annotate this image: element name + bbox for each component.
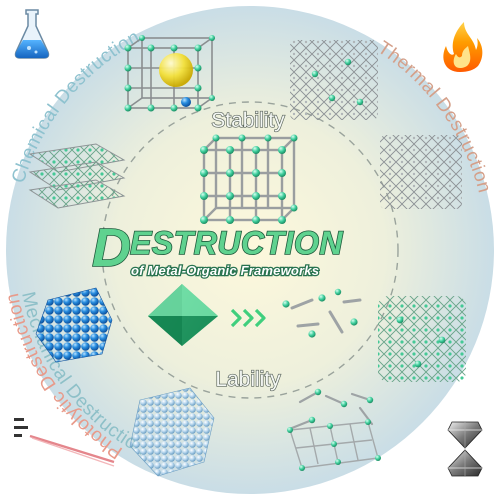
- collapsing-framework: [287, 388, 381, 471]
- title-initial: D: [92, 218, 131, 278]
- background-disc: [6, 6, 494, 494]
- flame-icon: [443, 22, 483, 72]
- octahedron-building-unit: [148, 284, 218, 346]
- flask-icon: [14, 9, 50, 59]
- guest-molecule: [159, 53, 193, 87]
- thermal-amorphous-network-2: [380, 135, 462, 209]
- stability-word: Stability: [211, 109, 285, 132]
- pale-crystal-cluster: [129, 387, 215, 477]
- stable-mof-cube: [200, 134, 298, 224]
- main-title: D ESTRUCTION of Metal-Organic Frameworks: [91, 217, 343, 279]
- inner-dashed-ring: [101, 101, 399, 399]
- chemical-mof-cage: [124, 35, 215, 112]
- diamond-anvil-icon: [447, 421, 483, 477]
- title-subtitle: of Metal-Organic Frameworks: [131, 263, 319, 278]
- lability-word: Lability: [215, 368, 281, 391]
- layered-2d-sheets: [28, 143, 126, 209]
- blue-sphere-cluster: [35, 287, 113, 363]
- thermal-amorphous-network: [290, 40, 378, 120]
- fragment-pieces: [282, 288, 362, 338]
- arrow-chevrons: [230, 308, 266, 328]
- light-beam-icon: [14, 418, 115, 467]
- mechanical-distorted-network: [378, 296, 466, 382]
- title-rest: ESTRUCTION: [130, 225, 343, 261]
